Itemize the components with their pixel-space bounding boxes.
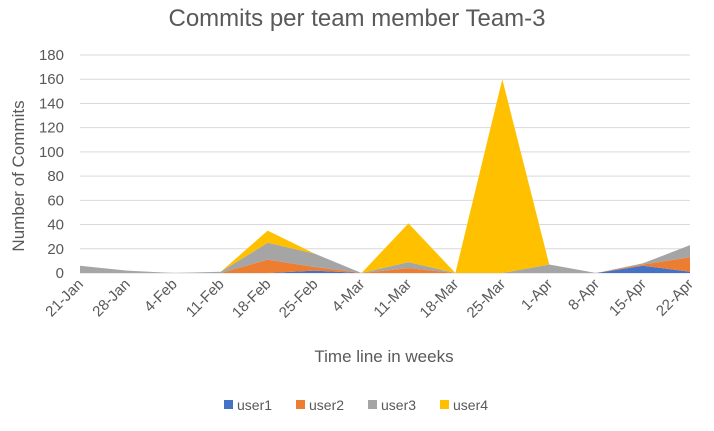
x-tick-label: 25-Feb [276, 276, 322, 322]
area-user4 [80, 79, 690, 273]
legend-swatch-user1 [224, 400, 233, 409]
x-tick-label: 22-Apr [653, 276, 697, 320]
x-tick-label: 4-Feb [141, 276, 181, 316]
y-tick-label: 0 [56, 265, 64, 282]
x-tick-label: 11-Mar [370, 276, 415, 321]
area-series-layer [80, 79, 690, 273]
legend-swatch-user3 [368, 400, 377, 409]
y-tick-label: 160 [39, 71, 64, 88]
y-tick-label: 60 [47, 192, 64, 209]
legend-swatch-user2 [296, 400, 305, 409]
x-tick-label: 25-Mar [464, 276, 510, 322]
legend: user1 user2 user3 user4 [224, 397, 488, 413]
y-tick-label: 140 [39, 95, 64, 112]
legend-label-user4: user4 [453, 397, 488, 413]
y-tick-label: 40 [47, 217, 64, 234]
legend-label-user3: user3 [381, 397, 416, 413]
y-tick-label: 20 [47, 241, 64, 258]
y-axis-title: Number of Commits [9, 100, 28, 251]
x-tick-label: 15-Apr [606, 276, 650, 320]
x-tick-label: 4-Mar [329, 276, 369, 316]
legend-swatch-user4 [440, 400, 449, 409]
x-tick-labels: 21-Jan 28-Jan 4-Feb 11-Feb 18-Feb 25-Feb 4-Mar… [42, 276, 696, 322]
x-tick-label: 21-Jan [42, 276, 86, 320]
gridlines [80, 54, 690, 274]
x-tick-label: 18-Mar [417, 276, 463, 322]
area-user1 [80, 265, 690, 273]
x-tick-label: 18-Feb [229, 276, 275, 322]
x-tick-label: 1-Apr [518, 276, 556, 314]
y-tick-label: 120 [39, 120, 64, 137]
area-user3 [80, 242, 690, 273]
legend-label-user1: user1 [237, 397, 272, 413]
x-tick-label: 8-Apr [565, 276, 603, 314]
y-tick-label: 100 [39, 144, 64, 161]
y-tick-label: 80 [47, 168, 64, 185]
legend-label-user2: user2 [309, 397, 344, 413]
chart-title: Commits per team member Team-3 [169, 5, 546, 32]
x-tick-label: 28-Jan [89, 276, 133, 320]
y-tick-label: 180 [39, 47, 64, 64]
x-axis-title: Time line in weeks [314, 347, 453, 366]
x-tick-label: 11-Feb [183, 276, 228, 321]
y-tick-labels: 0 20 40 60 80 100 120 140 160 180 [39, 47, 64, 282]
